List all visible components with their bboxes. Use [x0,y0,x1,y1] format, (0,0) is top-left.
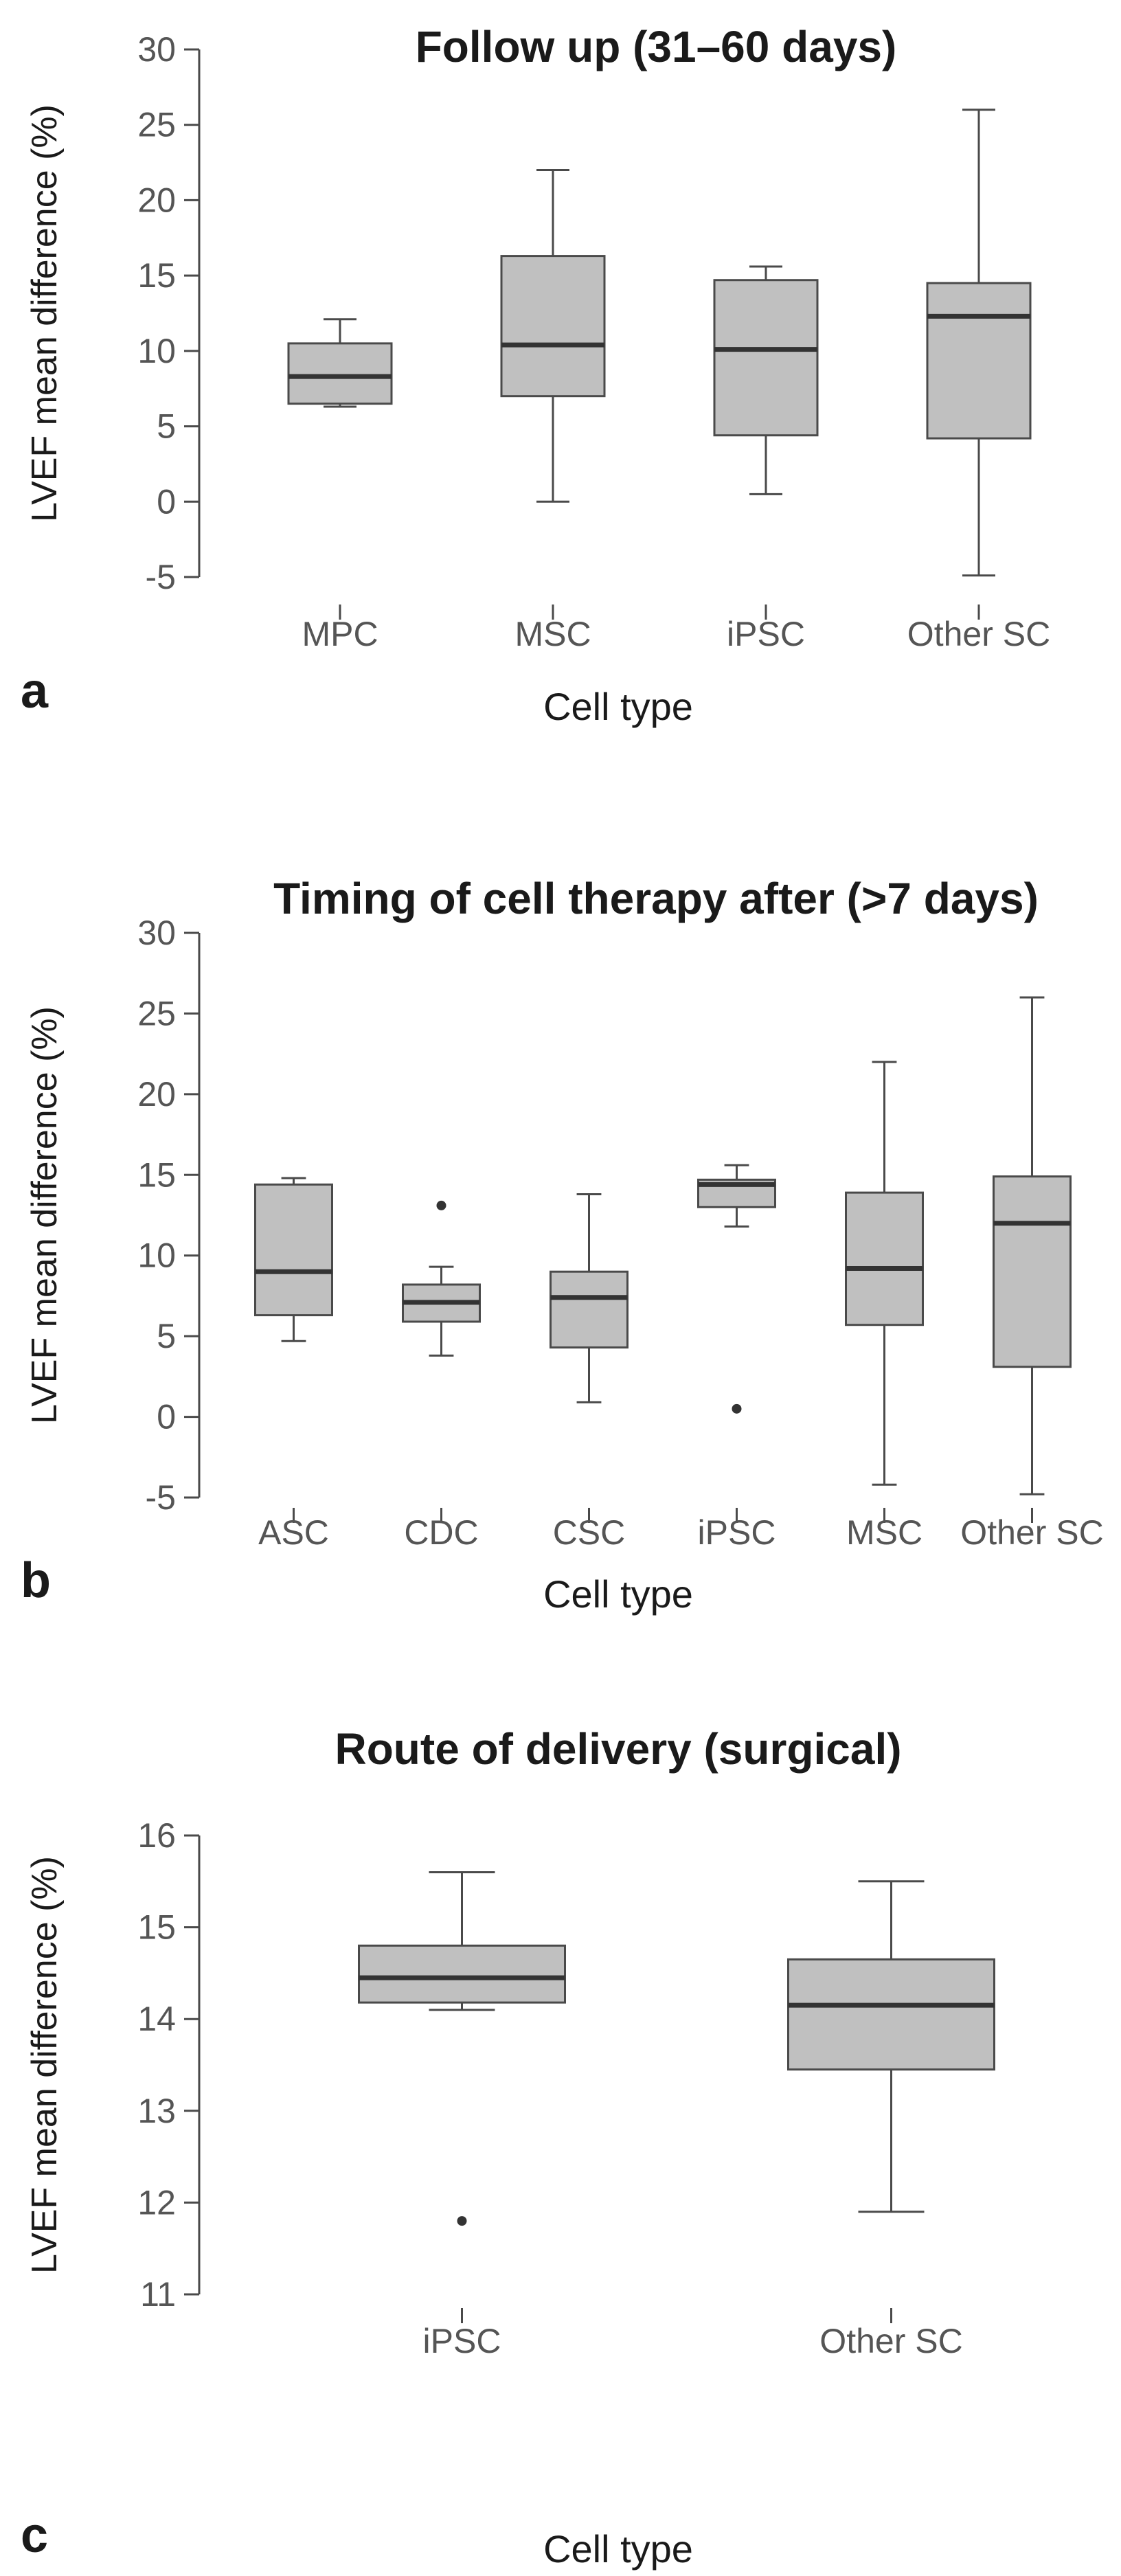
y-tick-label: -5 [146,558,176,596]
box-other-sc [993,1175,1072,1368]
box-other-sc [926,282,1032,440]
y-tick-label: 25 [137,994,176,1032]
y-tick-label: 5 [157,1317,176,1355]
box-mpc [287,342,393,405]
x-tick-label: Other SC [819,2322,962,2360]
x-axis-label: Cell type [543,2527,693,2571]
y-tick-label: 15 [137,1155,176,1194]
chart-title: Follow up (31–60 days) [416,22,897,71]
x-axis-label: Cell type [543,1572,693,1616]
y-tick-label: 16 [137,1816,176,1855]
x-tick-label: iPSC [423,2322,501,2360]
box-msc [845,1191,924,1326]
x-axis-label: Cell type [543,685,693,728]
y-tick-label: 20 [137,1075,176,1114]
x-tick-label: MSC [846,1513,922,1552]
y-tick-label: 14 [137,2000,176,2038]
y-tick-label: 15 [137,256,176,295]
box-ipsc [358,1944,566,2004]
y-tick-label: 0 [157,482,176,521]
y-tick-label: 15 [137,1908,176,1947]
y-tick-label: -5 [146,1478,176,1517]
chart-title: Route of delivery (surgical) [335,1724,901,1774]
y-tick-label: 10 [137,1236,176,1275]
y-axis-label: LVEF mean difference (%) [25,104,65,522]
outlier-point [732,1403,742,1414]
box-msc [500,255,606,398]
x-tick-label: Other SC [960,1513,1103,1552]
chart-title: Timing of cell therapy after (>7 days) [273,874,1039,923]
y-tick-label: 30 [137,30,176,69]
panel-a-chart: Follow up (31–60 days) -5 0 5 10 15 20 25 30 LVEF… [21,22,1050,728]
box-other-sc [787,1958,995,2071]
x-tick-label: MPC [302,615,378,653]
y-tick-label: 12 [137,2183,176,2222]
panel-b-chart: Timing of cell therapy after (>7 days) -5… [21,874,1104,1616]
y-tick-label: 11 [140,2275,176,2314]
x-tick-label: iPSC [698,1513,776,1552]
y-tick-label: 30 [137,914,176,952]
x-tick-label: Other SC [907,615,1050,653]
y-tick-label: 25 [137,106,176,144]
panel-letter: b [21,1553,51,1608]
y-axis-label: LVEF mean difference (%) [25,1856,65,2274]
y-tick-label: 5 [157,407,176,446]
outlier-point [457,2216,467,2226]
x-tick-label: ASC [258,1513,329,1552]
x-tick-label: MSC [514,615,591,653]
outlier-point [436,1200,446,1210]
box-ipsc [713,279,819,437]
box-csc [550,1270,629,1349]
x-tick-label: iPSC [727,615,805,653]
panel-letter: a [21,664,49,719]
x-tick-label: CSC [553,1513,626,1552]
panel-c-chart: Route of delivery (surgical) 11 12 13 14 15 16… [21,1724,995,2571]
panel-letter: c [21,2508,48,2563]
box-asc [254,1183,333,1317]
y-tick-label: 20 [137,181,176,219]
y-tick-label: 10 [137,332,176,370]
y-tick-label: 0 [157,1398,176,1436]
y-tick-label: 13 [137,2092,176,2130]
x-tick-label: CDC [404,1513,478,1552]
y-axis-label: LVEF mean difference (%) [25,1006,65,1424]
